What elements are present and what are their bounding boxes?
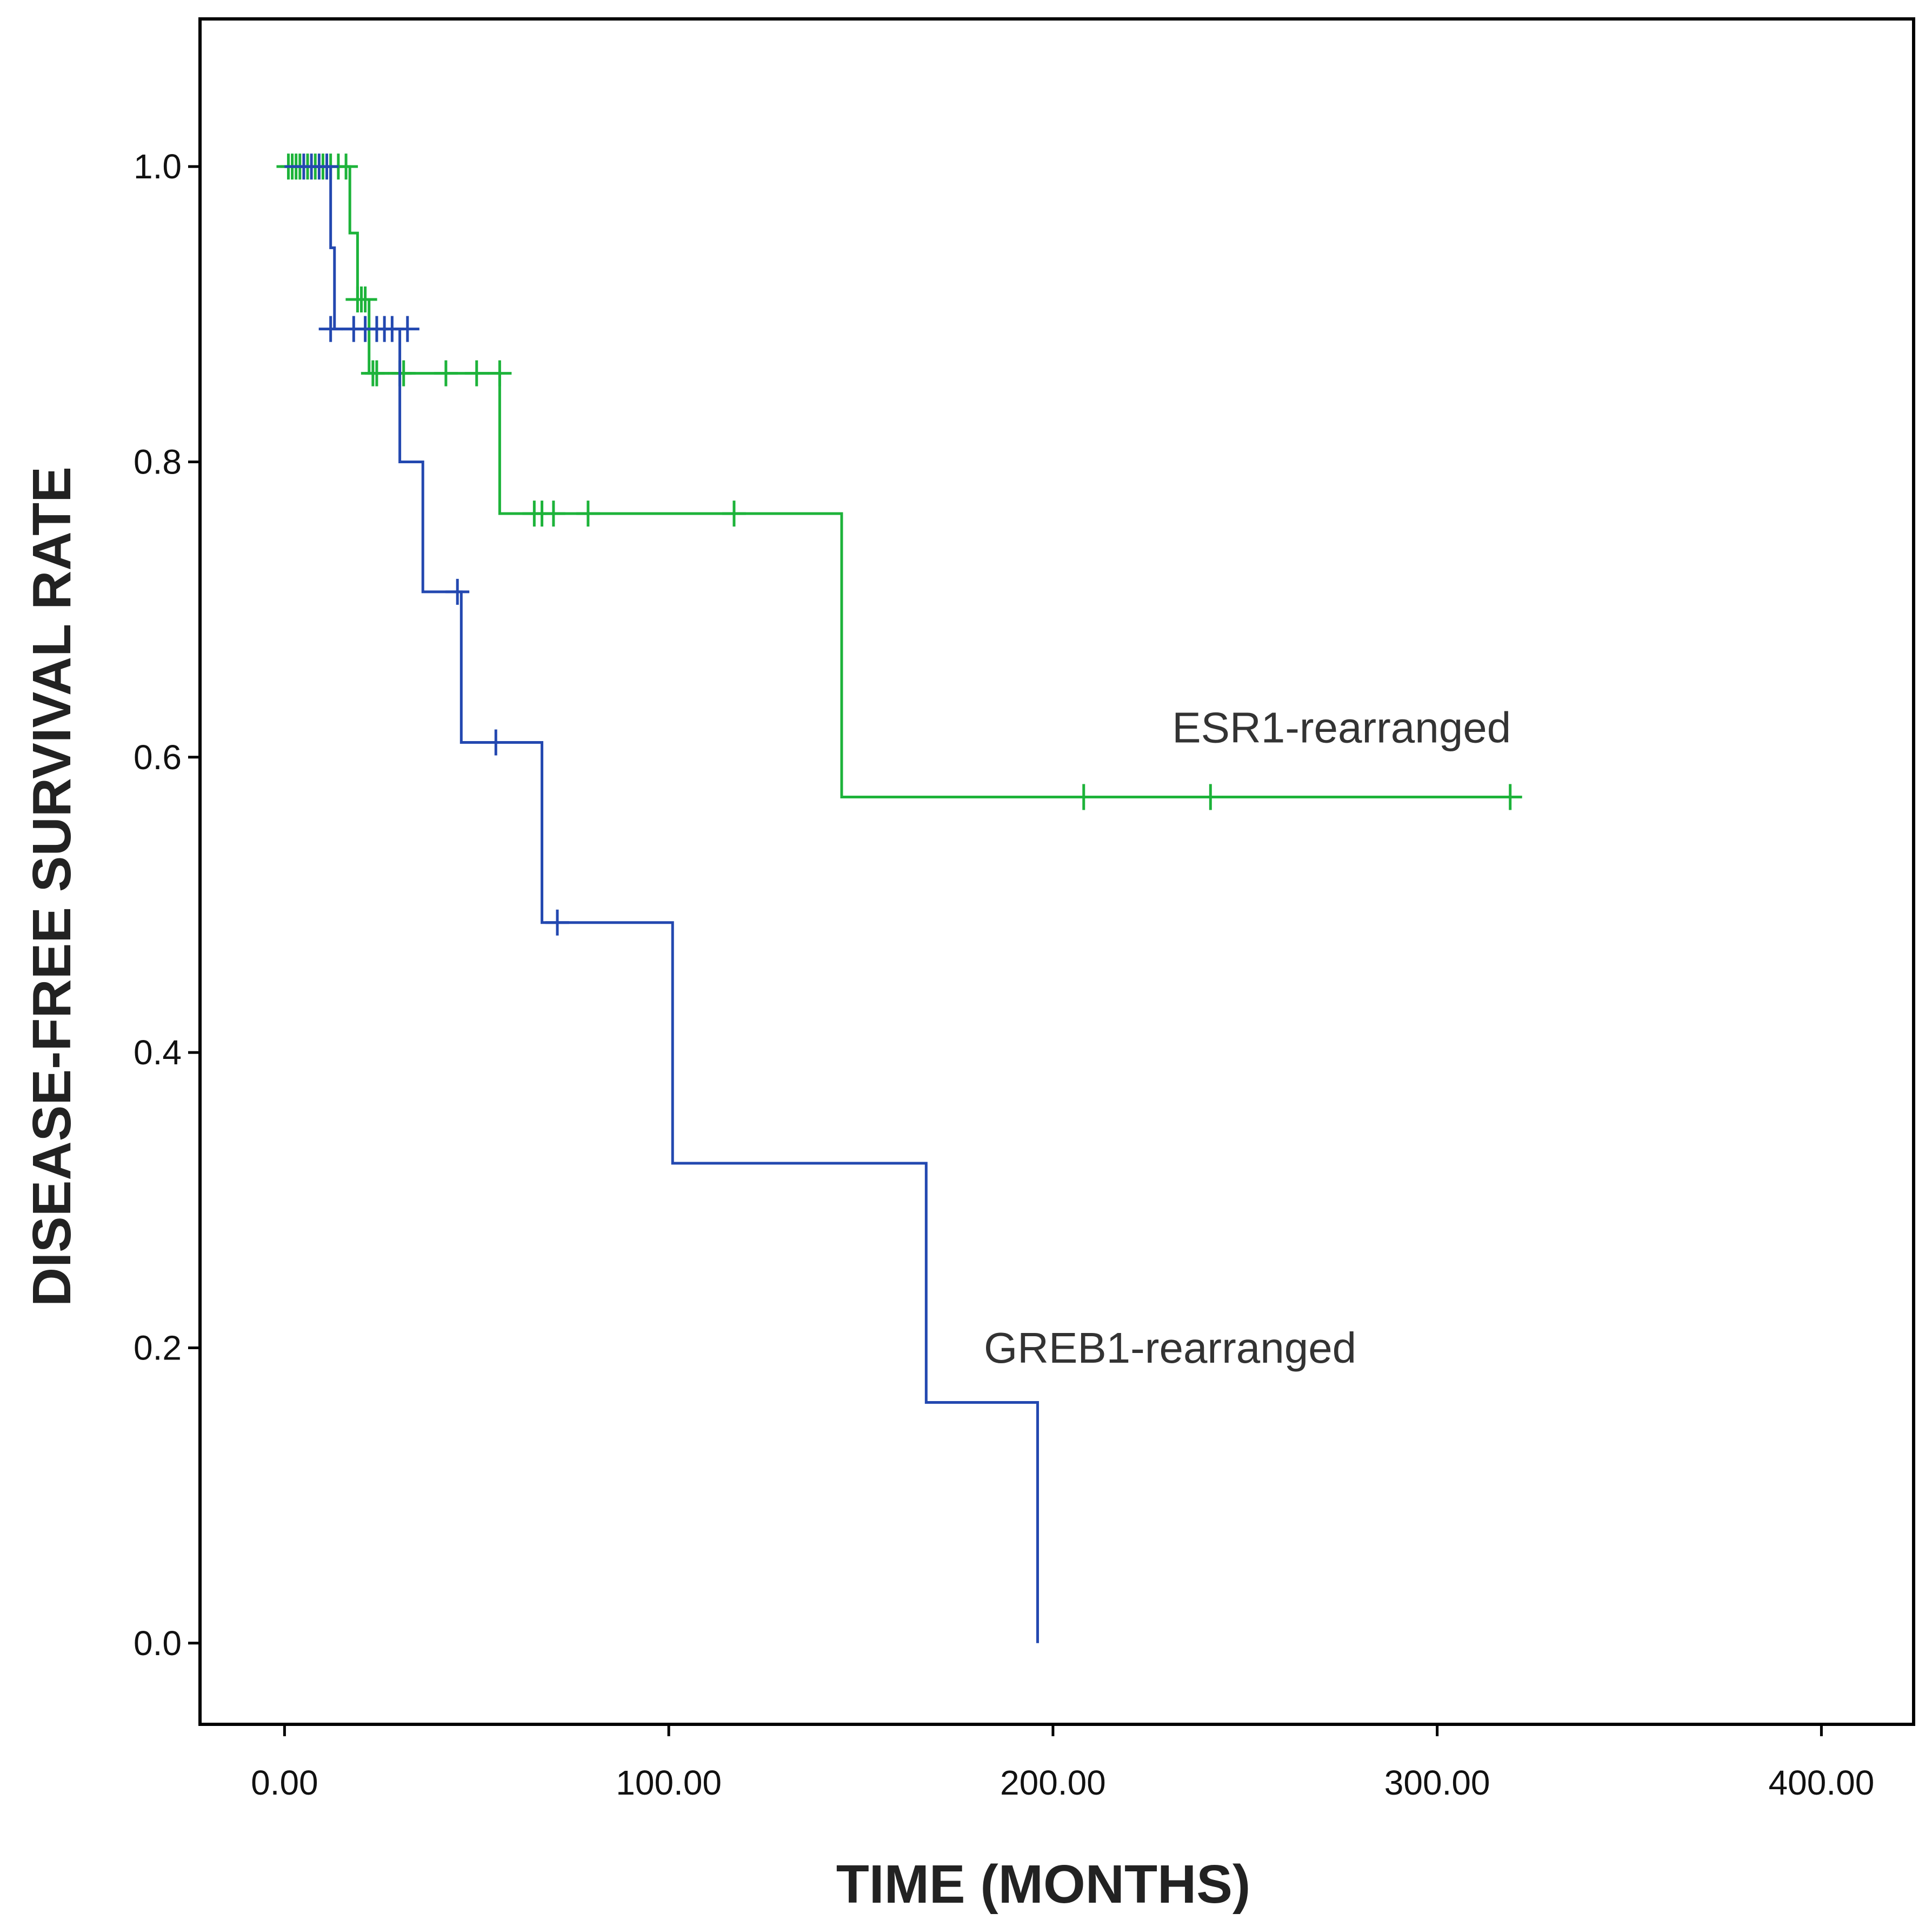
esr1-rearranged-censor-mark bbox=[1071, 784, 1096, 810]
esr1-rearranged-censor-mark bbox=[364, 360, 389, 386]
greb1-rearranged-censor-mark bbox=[484, 729, 508, 756]
esr1-rearranged-censor-mark bbox=[434, 360, 458, 386]
y-tick-label: 0.8 bbox=[134, 442, 182, 481]
x-axis-title: TIME (MONTHS) bbox=[836, 1854, 1251, 1915]
greb1-rearranged-censor-mark bbox=[395, 316, 419, 342]
esr1-rearranged-label: ESR1-rearranged bbox=[1172, 703, 1511, 751]
x-axis: 0.00 100.00 200.00 300.00 400.00 bbox=[251, 1724, 1874, 1802]
y-tick-label: 0.0 bbox=[134, 1624, 182, 1663]
greb1-rearranged-censor-mark bbox=[545, 909, 570, 936]
x-tick-label: 100.00 bbox=[616, 1763, 722, 1802]
esr1-rearranged-censor-mark bbox=[1198, 784, 1223, 810]
esr1-rearranged-censor-mark bbox=[488, 360, 512, 386]
y-axis: 0.0 0.2 0.4 0.6 0.8 1.0 bbox=[134, 147, 200, 1663]
y-axis-title: DISEASE-FREE SURVIVAL RATE bbox=[22, 466, 82, 1306]
greb1-rearranged-censor-mark bbox=[445, 578, 470, 605]
esr1-rearranged-censor-mark bbox=[722, 501, 746, 527]
x-tick-label: 300.00 bbox=[1384, 1763, 1490, 1802]
esr1-rearranged-censor-mark bbox=[541, 501, 565, 527]
y-tick-label: 0.4 bbox=[134, 1033, 182, 1072]
x-tick-label: 200.00 bbox=[1000, 1763, 1106, 1802]
y-tick-label: 1.0 bbox=[134, 147, 182, 186]
esr1-rearranged-censor-mark bbox=[353, 286, 377, 313]
esr1-rearranged-censor-mark bbox=[1498, 784, 1522, 810]
series-layer: ESR1-rearranged GREB1-rearranged bbox=[276, 154, 1522, 1643]
x-tick-label: 400.00 bbox=[1769, 1763, 1875, 1802]
plot-frame bbox=[198, 17, 1915, 1726]
y-tick-label: 0.2 bbox=[134, 1328, 182, 1367]
y-tick-label: 0.6 bbox=[134, 738, 182, 777]
esr1-rearranged-censor-mark bbox=[391, 360, 416, 386]
x-tick-label: 0.00 bbox=[251, 1763, 318, 1802]
greb1-rearranged-label: GREB1-rearranged bbox=[984, 1324, 1356, 1372]
greb1-rearranged-censor-mark bbox=[315, 154, 339, 180]
esr1-rearranged-censor-mark bbox=[464, 360, 489, 386]
esr1-rearranged-censor-mark bbox=[576, 501, 600, 527]
esr1-rearranged-survival-curve bbox=[284, 165, 1514, 799]
greb1-rearranged-censor-mark bbox=[318, 316, 343, 342]
